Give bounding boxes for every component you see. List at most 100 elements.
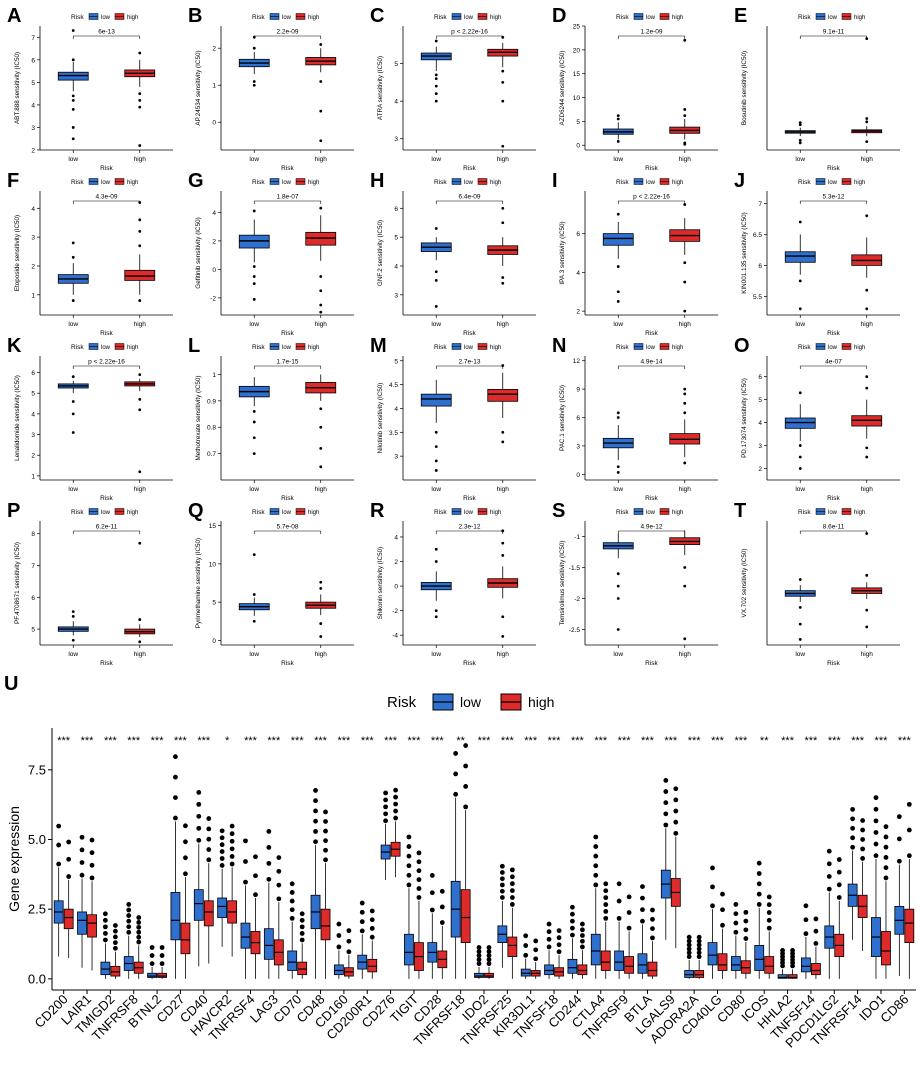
outlier-high xyxy=(509,867,515,873)
outlier-low xyxy=(434,547,438,551)
outlier-high xyxy=(89,837,95,843)
outlier-high xyxy=(229,823,235,829)
outlier-high xyxy=(206,816,212,821)
box-high xyxy=(87,914,97,938)
outlier-high xyxy=(683,461,687,465)
y-tick-label: 2 xyxy=(576,309,580,316)
outlier-high xyxy=(556,935,562,941)
outlier-low xyxy=(873,806,879,812)
x-tick-label-low: low xyxy=(249,156,259,163)
box-low xyxy=(590,933,601,966)
outlier-low xyxy=(71,431,75,434)
outlier-low xyxy=(56,823,62,829)
y-tick-label: 0 xyxy=(576,472,580,479)
legend-title: Risk xyxy=(798,509,811,516)
y-tick-label: 0.0 xyxy=(28,971,46,986)
outlier-high xyxy=(720,922,725,928)
outlier-high xyxy=(276,855,282,861)
legend-high-label: high xyxy=(854,345,865,351)
outlier-low xyxy=(252,282,256,286)
outlier-high xyxy=(323,809,328,815)
outlier-high xyxy=(138,408,142,412)
outlier-low xyxy=(686,938,692,944)
outlier-high xyxy=(906,801,912,807)
outlier-low xyxy=(173,754,178,760)
legend-title: Risk xyxy=(798,14,811,21)
outlier-high xyxy=(865,288,869,292)
outlier-low xyxy=(383,790,388,796)
outlier-high xyxy=(883,875,889,881)
outlier-low xyxy=(616,881,622,887)
drug-panel-q: Q Risk low high 0 5 10 15 Pyrimethamine sensitiv… xyxy=(188,500,354,667)
significance-stars: *** xyxy=(688,735,702,747)
outlier-high xyxy=(183,839,188,845)
x-axis-title: Risk xyxy=(463,330,476,337)
significance-stars: *** xyxy=(641,735,655,747)
outlier-low xyxy=(798,121,802,125)
outlier-low xyxy=(252,420,256,424)
outlier-low xyxy=(313,788,318,793)
outlier-low xyxy=(616,628,620,631)
outlier-low xyxy=(616,584,620,588)
x-axis-title: Risk xyxy=(827,495,840,502)
legend-high-label: high xyxy=(308,180,319,186)
outlier-high xyxy=(603,902,609,907)
x-tick-label-low: low xyxy=(795,156,805,163)
legend-high-label: high xyxy=(528,694,554,710)
box-high xyxy=(297,961,308,976)
y-tick-label: -1.5 xyxy=(569,565,581,572)
box-high xyxy=(63,908,74,930)
y-tick-label: 2.5 xyxy=(28,902,46,917)
outlier-low xyxy=(383,811,388,817)
significance-stars: *** xyxy=(81,735,95,747)
outlier-high xyxy=(112,940,118,946)
outlier-low xyxy=(219,842,225,848)
outlier-high xyxy=(501,221,505,225)
outlier-high xyxy=(501,144,505,148)
y-tick-label: 3 xyxy=(31,432,35,439)
outlier-low xyxy=(686,950,692,956)
y-tick-label: 12 xyxy=(573,358,581,365)
outlier-high xyxy=(393,794,398,800)
outlier-low xyxy=(710,865,715,871)
box-low xyxy=(404,933,414,966)
outlier-low xyxy=(252,83,256,87)
y-tick-label: 3 xyxy=(31,125,35,132)
outlier-low xyxy=(252,209,256,213)
outlier-high xyxy=(138,218,142,222)
outlier-low xyxy=(640,918,645,924)
outlier-high xyxy=(66,856,72,862)
outlier-low xyxy=(453,791,459,797)
y-axis-title: Temsirolimus sensitivity (IC50) xyxy=(559,540,566,625)
outlier-high xyxy=(501,440,505,444)
outlier-high xyxy=(439,904,445,910)
outlier-low xyxy=(616,465,620,469)
outlier-low xyxy=(102,911,108,917)
y-tick-label: 6 xyxy=(576,415,580,422)
outlier-high xyxy=(323,857,328,863)
gene-group-tnfsf14: ***TNFSF14 xyxy=(768,735,821,1042)
outlier-low xyxy=(616,597,620,600)
outlier-low xyxy=(243,859,248,864)
outlier-low xyxy=(429,907,435,913)
outlier-low xyxy=(798,391,802,395)
outlier-low xyxy=(79,847,85,853)
x-tick-label-high: high xyxy=(679,651,692,658)
gene-group-btnl2: ***BTNL2 xyxy=(125,735,167,1031)
outlier-high xyxy=(865,117,869,120)
significance-stars: *** xyxy=(478,735,492,747)
outlier-high xyxy=(319,109,323,113)
outlier-low xyxy=(756,871,762,876)
legend-high-label: high xyxy=(854,510,865,516)
y-tick-label: 6 xyxy=(758,263,762,270)
y-tick-label: 4 xyxy=(758,420,762,427)
outlier-high xyxy=(138,398,142,401)
outlier-low xyxy=(252,593,256,596)
gene-group-cd28: ***CD28 xyxy=(410,735,448,1026)
significance-stars: *** xyxy=(875,735,889,747)
p-value: 5.7e-08 xyxy=(276,524,298,531)
legend-low-label: low xyxy=(101,345,111,351)
box-high xyxy=(157,972,167,978)
x-tick-label-low: low xyxy=(68,651,78,658)
outlier-high xyxy=(865,608,869,612)
